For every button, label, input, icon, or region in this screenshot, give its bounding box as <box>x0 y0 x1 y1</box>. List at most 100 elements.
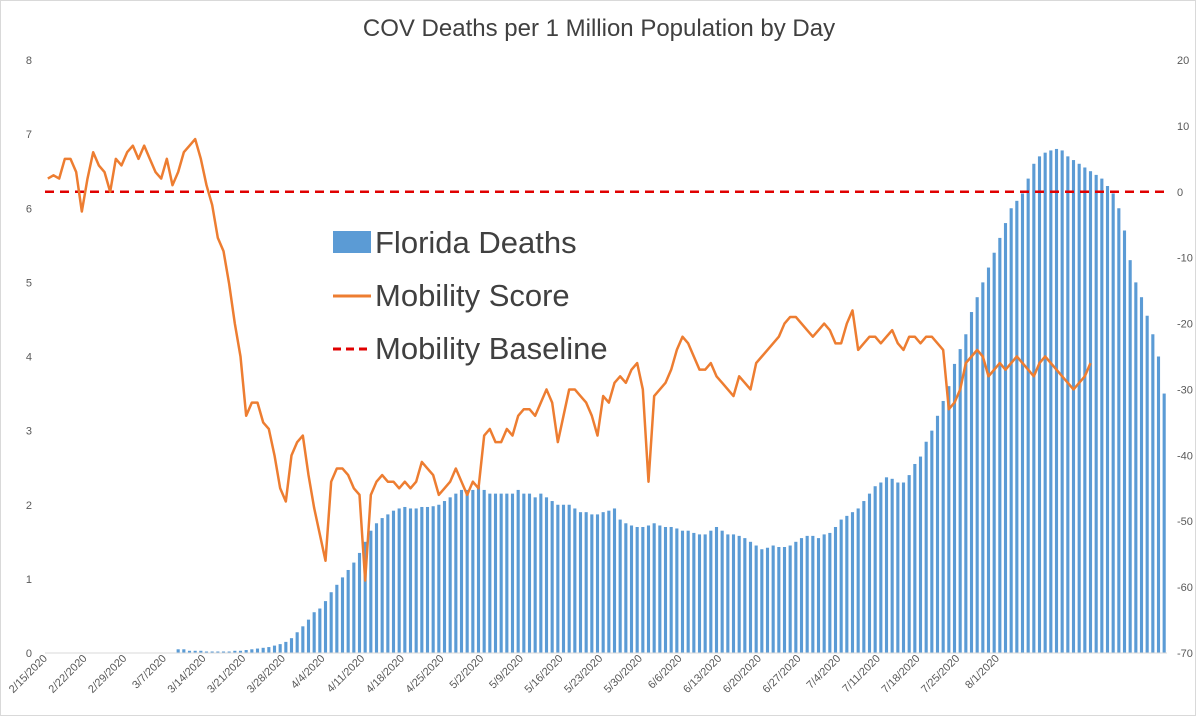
florida-deaths-bar <box>652 523 656 653</box>
florida-deaths-bar <box>318 608 322 653</box>
x-axis-tick-label: 7/11/2020 <box>840 653 883 696</box>
florida-deaths-bar <box>459 489 464 653</box>
florida-deaths-bar <box>601 512 605 653</box>
florida-deaths-bar <box>323 601 328 653</box>
florida-deaths-bar <box>306 619 311 653</box>
x-axis-tick-label: 5/2/2020 <box>448 653 487 692</box>
florida-deaths-bar <box>663 526 668 653</box>
florida-deaths-bar <box>176 649 180 653</box>
florida-deaths-bar <box>476 486 481 653</box>
florida-deaths-bar <box>1066 156 1070 654</box>
florida-deaths-bar <box>777 547 781 653</box>
florida-deaths-bar <box>675 528 679 653</box>
florida-deaths-bar <box>493 493 498 653</box>
x-axis-tick-label: 5/16/2020 <box>523 653 566 696</box>
florida-deaths-bar <box>227 651 231 653</box>
florida-deaths-bar <box>890 478 894 653</box>
florida-deaths-bar <box>867 493 872 653</box>
florida-deaths-bar <box>1105 186 1110 653</box>
florida-deaths-bar <box>346 569 350 653</box>
florida-deaths-bar <box>879 482 883 653</box>
x-axis-tick-label: 6/6/2020 <box>646 653 685 692</box>
florida-deaths-bar <box>465 489 469 653</box>
florida-deaths-bar <box>261 647 265 653</box>
florida-deaths-bar <box>391 510 396 653</box>
x-axis-tick-label: 5/9/2020 <box>487 653 526 692</box>
florida-deaths-bar <box>828 532 832 653</box>
florida-deaths-bar <box>199 650 203 653</box>
florida-deaths-bar <box>964 334 968 653</box>
florida-deaths-bar <box>244 650 248 653</box>
florida-deaths-bar <box>510 493 515 653</box>
florida-deaths-bar <box>624 523 628 653</box>
florida-deaths-bar <box>420 506 424 653</box>
florida-deaths-bar <box>692 532 696 653</box>
florida-deaths-bar <box>442 501 447 653</box>
florida-deaths-bar <box>1162 393 1166 653</box>
florida-deaths-bar <box>805 535 809 653</box>
florida-deaths-bar <box>1071 160 1076 653</box>
x-axis-tick-label: 3/21/2020 <box>205 653 248 696</box>
florida-deaths-bar <box>216 651 220 653</box>
right-axis-tick-label: -60 <box>1177 582 1193 594</box>
florida-deaths-bar <box>448 497 452 653</box>
right-axis-tick-label: -70 <box>1177 648 1193 660</box>
right-axis-ticks: -70 -60 -50 -40 -30 -20 -10 0 10 20 <box>1177 55 1193 660</box>
florida-deaths-bar <box>357 552 362 653</box>
florida-deaths-bar <box>522 493 526 653</box>
right-axis-tick-label: -40 <box>1177 450 1193 462</box>
florida-deaths-bar <box>482 489 486 653</box>
florida-deaths-bar <box>567 504 571 653</box>
florida-deaths-bar <box>255 648 260 653</box>
florida-deaths-bar <box>992 252 996 653</box>
x-axis-tick-label: 4/18/2020 <box>364 653 407 696</box>
florida-deaths-bar <box>612 508 617 653</box>
left-axis-ticks: 0 1 2 3 4 5 6 7 8 <box>26 55 32 660</box>
florida-deaths-bar <box>1020 193 1025 653</box>
florida-deaths-bar <box>539 493 543 653</box>
florida-deaths-bar <box>1151 334 1155 653</box>
florida-deaths-bar <box>527 493 532 653</box>
florida-deaths-bar <box>1009 208 1013 653</box>
florida-deaths-bar <box>584 512 588 653</box>
florida-deaths-bar <box>1111 193 1115 653</box>
right-axis-tick-label: -30 <box>1177 384 1193 396</box>
x-axis-tick-label: 3/7/2020 <box>130 653 169 692</box>
florida-deaths-bar <box>556 504 560 653</box>
florida-deaths-bar <box>1003 223 1008 653</box>
florida-deaths-bar <box>975 297 979 653</box>
florida-deaths-bar <box>578 512 583 653</box>
florida-deaths-bar <box>794 541 798 653</box>
florida-deaths-bar <box>918 456 923 653</box>
florida-deaths-bar <box>454 493 458 653</box>
florida-deaths-bar <box>1026 178 1030 653</box>
florida-deaths-bar <box>981 282 985 654</box>
florida-deaths-bar <box>952 363 957 653</box>
florida-deaths-bar <box>431 506 435 653</box>
florida-deaths-bar <box>1088 171 1093 653</box>
florida-deaths-bar <box>873 486 877 653</box>
florida-deaths-bar <box>595 514 600 653</box>
florida-deaths-bar <box>250 649 254 653</box>
florida-deaths-bar <box>969 312 974 653</box>
florida-deaths-bar <box>193 650 197 653</box>
florida-deaths-bar <box>1117 208 1121 653</box>
florida-deaths-bar <box>737 535 741 653</box>
florida-deaths-bar <box>884 477 889 653</box>
chart-title: COV Deaths per 1 Million Population by D… <box>363 15 835 42</box>
florida-deaths-bar <box>471 489 475 653</box>
florida-deaths-bar <box>295 632 299 653</box>
left-axis-tick-label: 4 <box>26 352 32 364</box>
florida-deaths-bar <box>822 534 826 653</box>
x-axis-tick-label: 7/4/2020 <box>805 653 844 692</box>
florida-deaths-bar <box>437 504 441 653</box>
x-axis-tick-label: 4/4/2020 <box>289 653 328 692</box>
florida-deaths-bar <box>924 441 928 653</box>
florida-deaths-bar <box>607 510 611 653</box>
florida-deaths-bar <box>301 626 305 653</box>
florida-deaths-bar <box>1100 178 1104 653</box>
mobility-score-line <box>47 137 1092 582</box>
x-axis-tick-label: 8/1/2020 <box>963 653 1002 692</box>
florida-deaths-bar <box>335 584 339 653</box>
